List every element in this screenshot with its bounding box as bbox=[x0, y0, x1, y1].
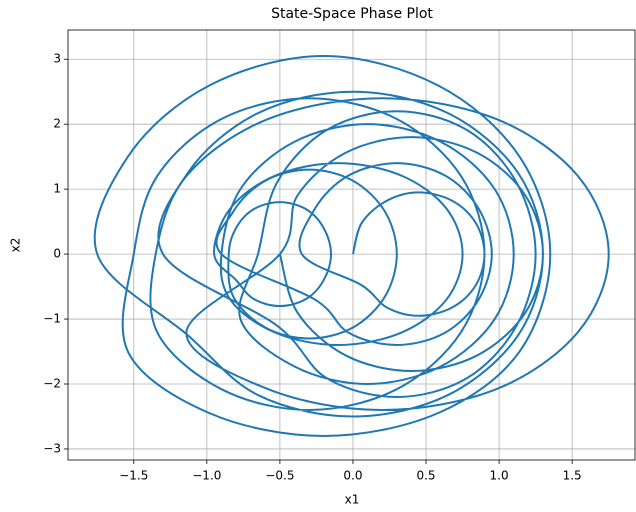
y-tick-label: 2 bbox=[53, 117, 61, 131]
chart-title: State-Space Phase Plot bbox=[271, 6, 433, 22]
x-tick-label: 1.0 bbox=[490, 469, 509, 483]
x-tick-label: −1.5 bbox=[119, 469, 148, 483]
x-tick-label: 0.5 bbox=[416, 469, 435, 483]
y-tick-label: 3 bbox=[53, 52, 61, 66]
y-tick-label: −2 bbox=[43, 377, 61, 391]
y-tick-label: −3 bbox=[43, 441, 61, 455]
y-tick-label: 0 bbox=[53, 247, 61, 261]
y-tick-label: 1 bbox=[53, 182, 61, 196]
x-tick-label: 0.0 bbox=[343, 469, 362, 483]
x-tick-label: 1.5 bbox=[563, 469, 582, 483]
y-axis-label: x2 bbox=[9, 238, 23, 253]
x-tick-label: −0.5 bbox=[265, 469, 294, 483]
y-tick-label: −1 bbox=[43, 312, 61, 326]
trajectory bbox=[93, 54, 610, 437]
x-axis-label: x1 bbox=[345, 493, 360, 507]
x-tick-label: −1.0 bbox=[192, 469, 221, 483]
plot-frame bbox=[67, 29, 636, 461]
